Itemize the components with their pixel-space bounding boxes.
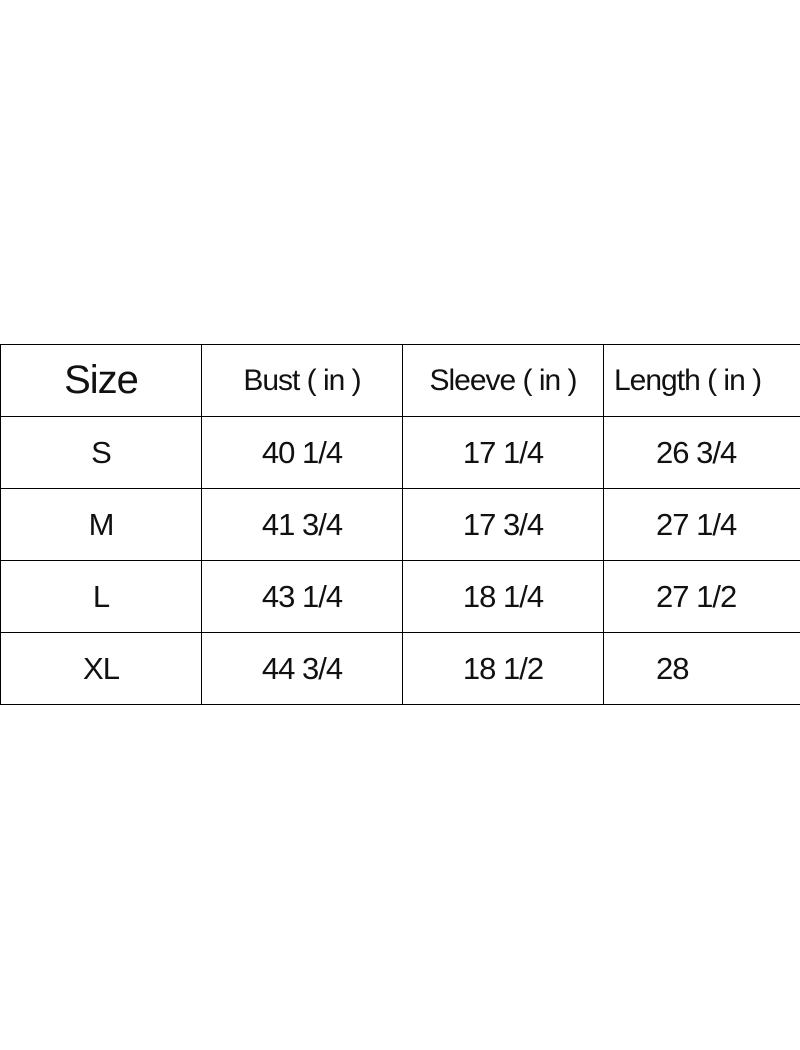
table-cell: 28: [603, 632, 800, 705]
table-cell: 40 1/4: [201, 416, 403, 489]
table-cell: 18 1/2: [402, 632, 604, 705]
header-cell: Size: [0, 344, 202, 417]
table-cell: S: [0, 416, 202, 489]
table-row: L 43 1/4 18 1/4 27 1/2: [0, 560, 800, 633]
size-table: Size Bust ( in ) Sleeve ( in ) Length ( in …: [0, 344, 800, 705]
table-cell: 17 3/4: [402, 488, 604, 561]
table-row: XL 44 3/4 18 1/2 28: [0, 632, 800, 705]
table-cell: 17 1/4: [402, 416, 604, 489]
table-row: S 40 1/4 17 1/4 26 3/4: [0, 416, 800, 489]
table-cell: 27 1/2: [603, 560, 800, 633]
header-row: Size Bust ( in ) Sleeve ( in ) Length ( in …: [0, 344, 800, 417]
table-cell: M: [0, 488, 202, 561]
table-cell: 18 1/4: [402, 560, 604, 633]
table-cell: 43 1/4: [201, 560, 403, 633]
table-cell: 26 3/4: [603, 416, 800, 489]
header-cell: Bust ( in ): [201, 344, 403, 417]
header-cell: Sleeve ( in ): [402, 344, 604, 417]
table-cell: XL: [0, 632, 202, 705]
table-row: M 41 3/4 17 3/4 27 1/4: [0, 488, 800, 561]
header-cell: Length ( in ): [603, 344, 800, 417]
table-cell: L: [0, 560, 202, 633]
table-cell: 41 3/4: [201, 488, 403, 561]
table-cell: 44 3/4: [201, 632, 403, 705]
table-cell: 27 1/4: [603, 488, 800, 561]
